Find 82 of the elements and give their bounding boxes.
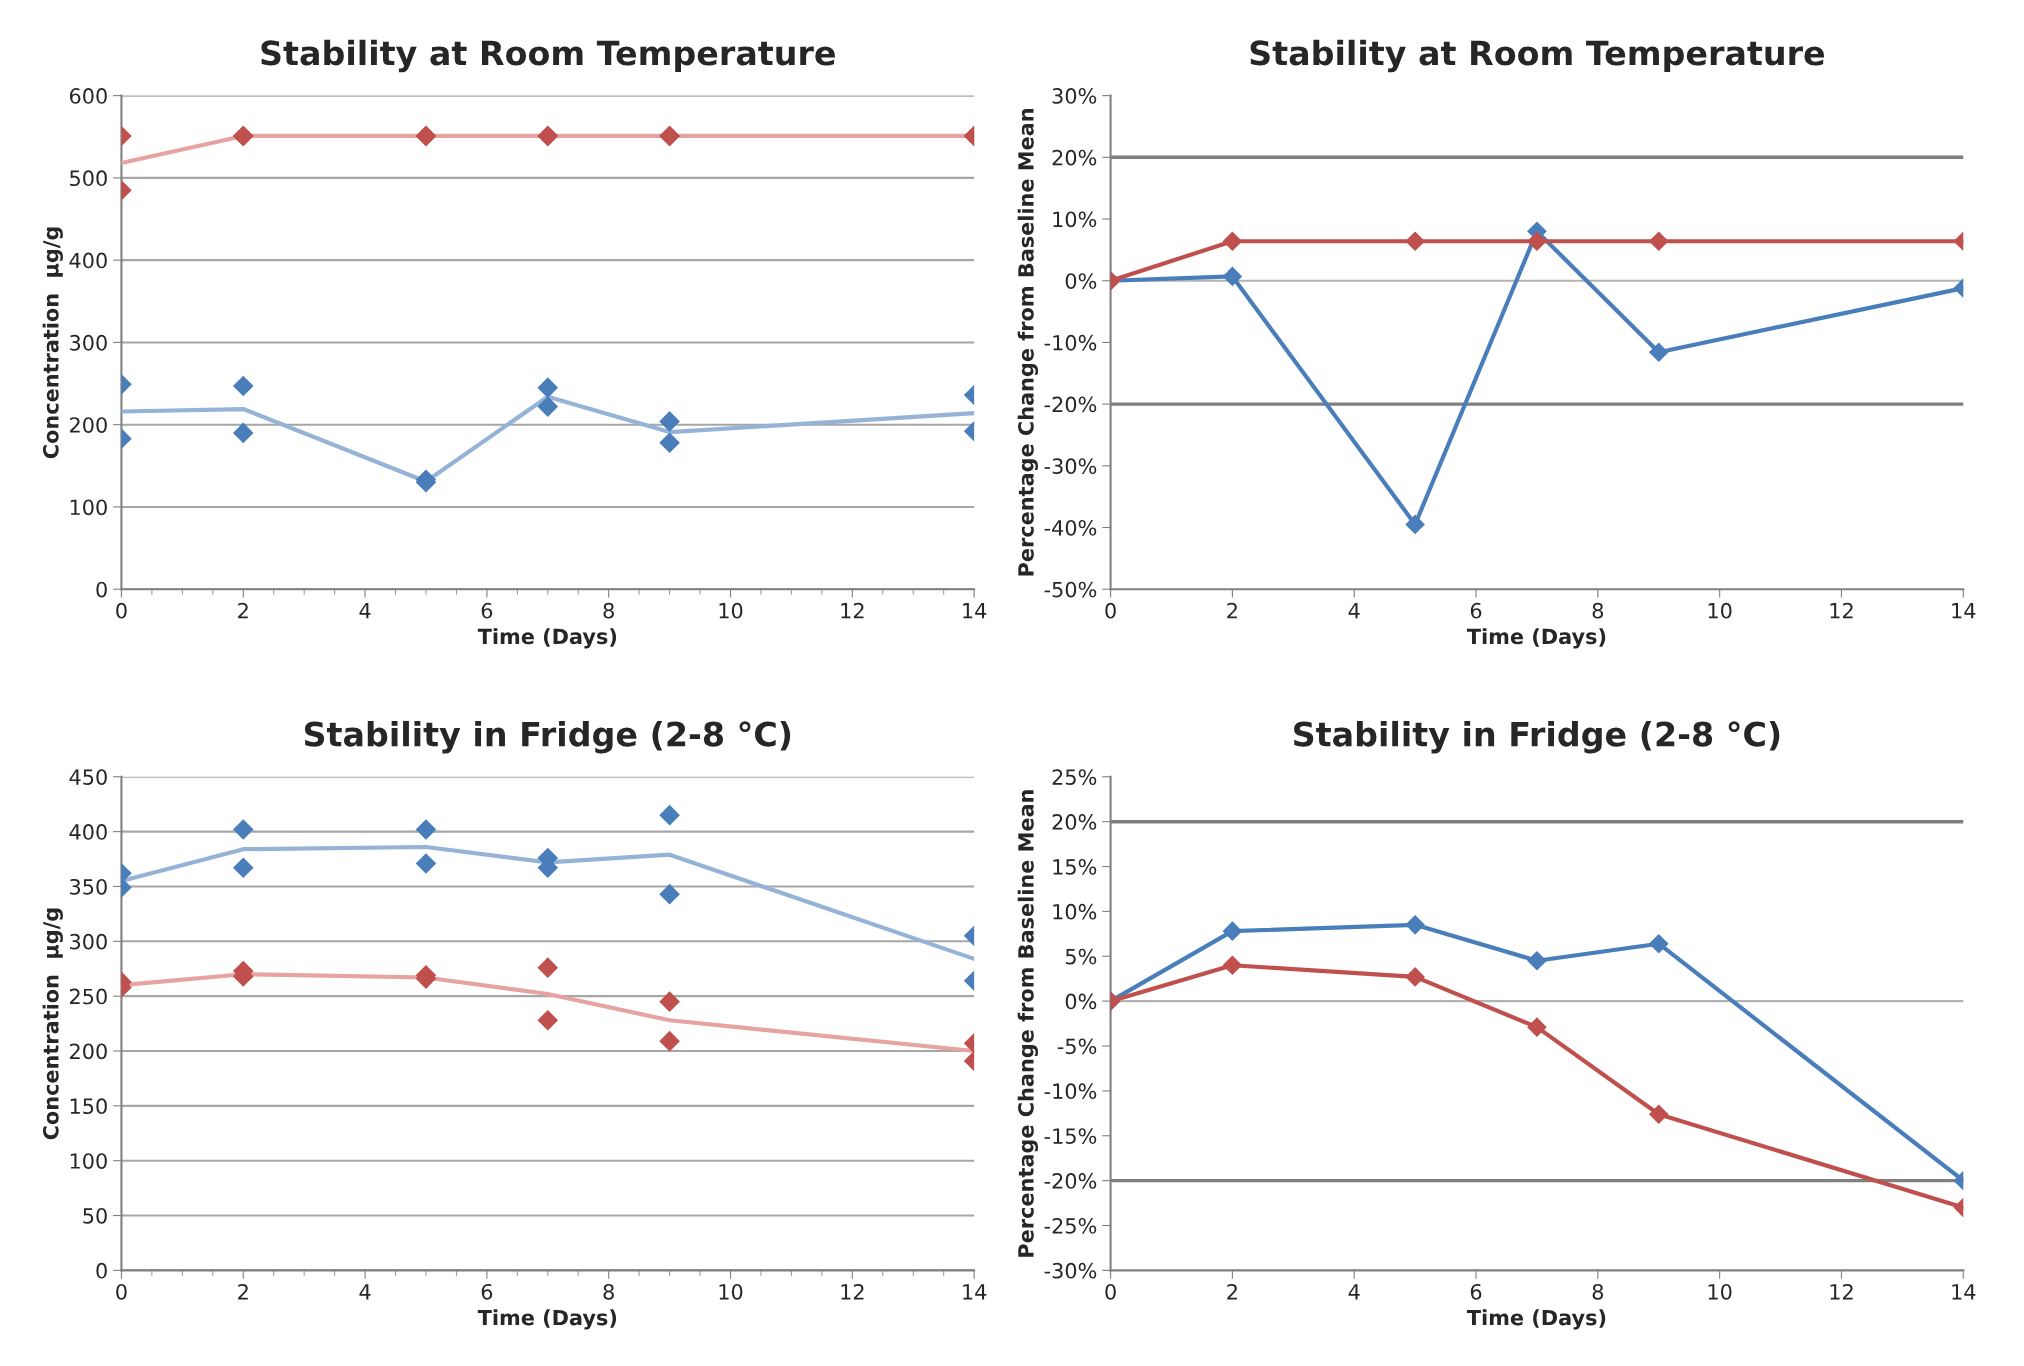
x-tick-label: 14	[1952, 603, 1976, 619]
chart-title: Stability at Room Temperature	[1250, 39, 1825, 73]
y-tick-label: -40%	[1044, 519, 1097, 536]
y-axis-title: Percentage Change from Baseline Mean	[1017, 109, 1038, 576]
y-tick-label: -15%	[1044, 1128, 1097, 1144]
x-tick-label: 10	[719, 1283, 743, 1300]
y-tick-label: 30%	[1052, 88, 1097, 104]
y-tick-label: -50%	[1044, 581, 1097, 598]
y-axis-title: Concentration µg/g	[42, 227, 63, 459]
y-tick-label: 10%	[1053, 211, 1097, 228]
y-tick-label: 500	[70, 170, 107, 187]
x-tick-label: 8	[603, 602, 614, 619]
y-axis-title: Concentration µg/g	[42, 908, 63, 1140]
x-axis-title: Time (Days)	[477, 628, 617, 649]
y-tick-label: 0%	[1065, 993, 1097, 1010]
x-tick-label: 4	[1348, 603, 1360, 619]
x-tick-label: 2	[238, 602, 248, 619]
y-tick-label: 50	[83, 1207, 107, 1224]
x-tick-label: 14	[963, 1284, 987, 1300]
y-tick-label: 400	[69, 824, 107, 840]
x-tick-label: 2	[1227, 1283, 1237, 1300]
y-tick-label: -10%	[1044, 1083, 1097, 1100]
x-tick-label: 6	[481, 602, 493, 619]
x-tick-label: 8	[1592, 1283, 1604, 1300]
y-tick-label: 300	[70, 933, 107, 950]
chart-title: Stability in Fridge (2-8 °C)	[1294, 720, 1780, 754]
x-axis-title: Time (Days)	[477, 1309, 617, 1330]
y-tick-label: 450	[69, 769, 107, 785]
y-tick-label: 100	[70, 499, 107, 516]
x-tick-label: 4	[1348, 1284, 1360, 1300]
y-tick-label: 600	[69, 88, 107, 104]
x-axis-title: Time (Days)	[1466, 628, 1606, 649]
x-axis-title: Time (Days)	[1466, 1309, 1606, 1330]
x-tick-label: 4	[359, 1284, 371, 1300]
y-tick-label: 15%	[1053, 858, 1097, 875]
y-axis-title: Percentage Change from Baseline Mean	[1017, 790, 1038, 1257]
x-tick-label: 8	[603, 1283, 614, 1300]
x-tick-label: 10	[1708, 1283, 1732, 1300]
x-tick-label: 0	[1105, 1283, 1116, 1300]
y-tick-label: 200	[70, 417, 107, 433]
x-tick-label: 10	[1708, 602, 1732, 619]
x-tick-label: 12	[841, 602, 864, 619]
y-tick-label: 200	[70, 1043, 107, 1060]
y-tick-label: 20%	[1052, 814, 1097, 830]
x-tick-label: 10	[719, 602, 743, 619]
y-tick-label: 0	[96, 1262, 107, 1279]
y-tick-label: -20%	[1044, 396, 1097, 413]
x-tick-label: 4	[359, 603, 371, 619]
y-tick-label: -30%	[1044, 1262, 1097, 1279]
x-tick-label: 14	[1952, 1284, 1976, 1300]
x-tick-label: 0	[116, 1283, 127, 1300]
y-tick-label: 100	[70, 1153, 107, 1169]
x-tick-label: 2	[1227, 602, 1237, 619]
x-tick-label: 6	[1470, 1283, 1482, 1300]
y-tick-label: 150	[70, 1098, 107, 1115]
y-tick-label: -5%	[1057, 1038, 1097, 1055]
x-tick-label: 0	[1105, 602, 1116, 619]
x-tick-label: 12	[1830, 602, 1853, 619]
y-tick-label: 300	[70, 334, 107, 351]
y-tick-label: 0	[96, 581, 107, 598]
y-tick-label: 10%	[1053, 903, 1097, 920]
y-tick-label: 5%	[1065, 948, 1097, 965]
y-tick-label: 350	[70, 878, 107, 895]
x-tick-label: 8	[1592, 602, 1604, 619]
x-tick-label: 0	[116, 602, 127, 619]
y-tick-label: -10%	[1044, 334, 1097, 351]
x-tick-label: 6	[1470, 602, 1482, 619]
x-tick-label: 2	[238, 1283, 248, 1300]
y-tick-label: -20%	[1044, 1173, 1097, 1189]
y-tick-label: 400	[69, 252, 107, 269]
y-tick-label: 0%	[1065, 273, 1097, 289]
y-tick-label: 20%	[1052, 149, 1097, 166]
y-tick-label: -30%	[1044, 458, 1097, 475]
y-tick-label: 25%	[1052, 769, 1097, 785]
y-tick-label: 250	[70, 988, 107, 1005]
chart-title: Stability at Room Temperature	[261, 39, 835, 73]
x-tick-label: 14	[963, 603, 987, 619]
x-tick-label: 6	[481, 1283, 493, 1300]
x-tick-label: 12	[1830, 1283, 1853, 1300]
x-tick-label: 12	[841, 1283, 864, 1300]
y-tick-label: -25%	[1044, 1217, 1097, 1234]
chart-title: Stability in Fridge (2-8 °C)	[304, 720, 791, 754]
